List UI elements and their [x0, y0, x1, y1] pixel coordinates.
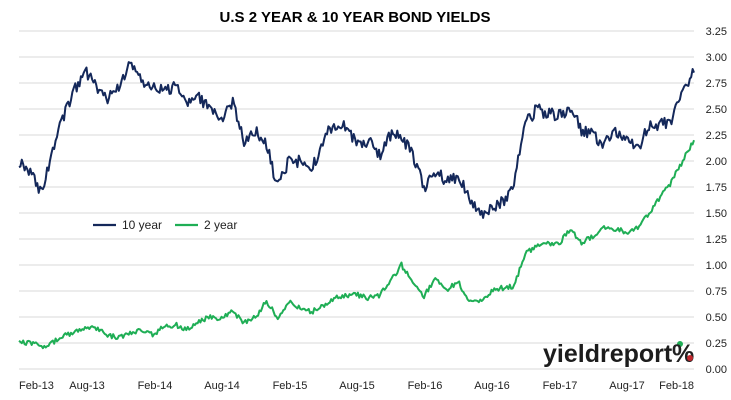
- y-tick-label: 2.50: [706, 104, 727, 116]
- chart-title: U.S 2 YEAR & 10 YEAR BOND YIELDS: [220, 9, 491, 26]
- logo-dot-up: [677, 341, 683, 347]
- y-tick-label: 2.25: [706, 130, 727, 142]
- x-tick-label: Aug-15: [339, 380, 374, 392]
- y-tick-label: 0.00: [706, 364, 727, 376]
- y-tick-label: 2.75: [706, 78, 727, 90]
- y-tick-label: 0.75: [706, 286, 727, 298]
- y-tick-label: 1.00: [706, 260, 727, 272]
- y-tick-label: 0.25: [706, 338, 727, 350]
- grid: [19, 30, 694, 370]
- x-tick-label: Aug-13: [69, 380, 104, 392]
- series-line-2-year: [18, 139, 695, 350]
- y-tick-label: 1.25: [706, 234, 727, 246]
- legend-label-2-year: 2 year: [204, 218, 237, 232]
- x-tick-label: Aug-17: [609, 380, 644, 392]
- y-tick-label: 1.50: [706, 208, 727, 220]
- y-tick-label: 1.75: [706, 182, 727, 194]
- series-group: [18, 61, 695, 350]
- logo-wordmark: yieldreport: [543, 340, 673, 368]
- x-tick-label: Aug-16: [474, 380, 509, 392]
- x-tick-label: Feb-18: [659, 380, 694, 392]
- x-tick-label: Feb-16: [408, 380, 443, 392]
- x-tick-label: Feb-17: [543, 380, 578, 392]
- x-tick-label: Feb-13: [19, 380, 54, 392]
- legend: 10 year 2 year: [93, 218, 237, 232]
- y-tick-label: 3.25: [706, 26, 727, 38]
- yieldreport-logo: yieldreport %: [543, 340, 694, 368]
- y-tick-label: 3.00: [706, 52, 727, 64]
- y-tick-label: 0.50: [706, 312, 727, 324]
- y-tick-label: 2.00: [706, 156, 727, 168]
- x-tick-label: Feb-14: [138, 380, 173, 392]
- x-tick-label: Aug-14: [204, 380, 239, 392]
- axis-ticks: 0.00 0.25 0.50 0.75 1.00 1.25 1.50 1.75 2.00 2.25…: [19, 26, 727, 392]
- series-line-10-year: [18, 61, 695, 219]
- x-tick-label: Feb-15: [273, 380, 308, 392]
- logo-dot-down: [687, 355, 693, 361]
- legend-label-10-year: 10 year: [122, 218, 162, 232]
- logo-percent-symbol: %: [672, 340, 694, 368]
